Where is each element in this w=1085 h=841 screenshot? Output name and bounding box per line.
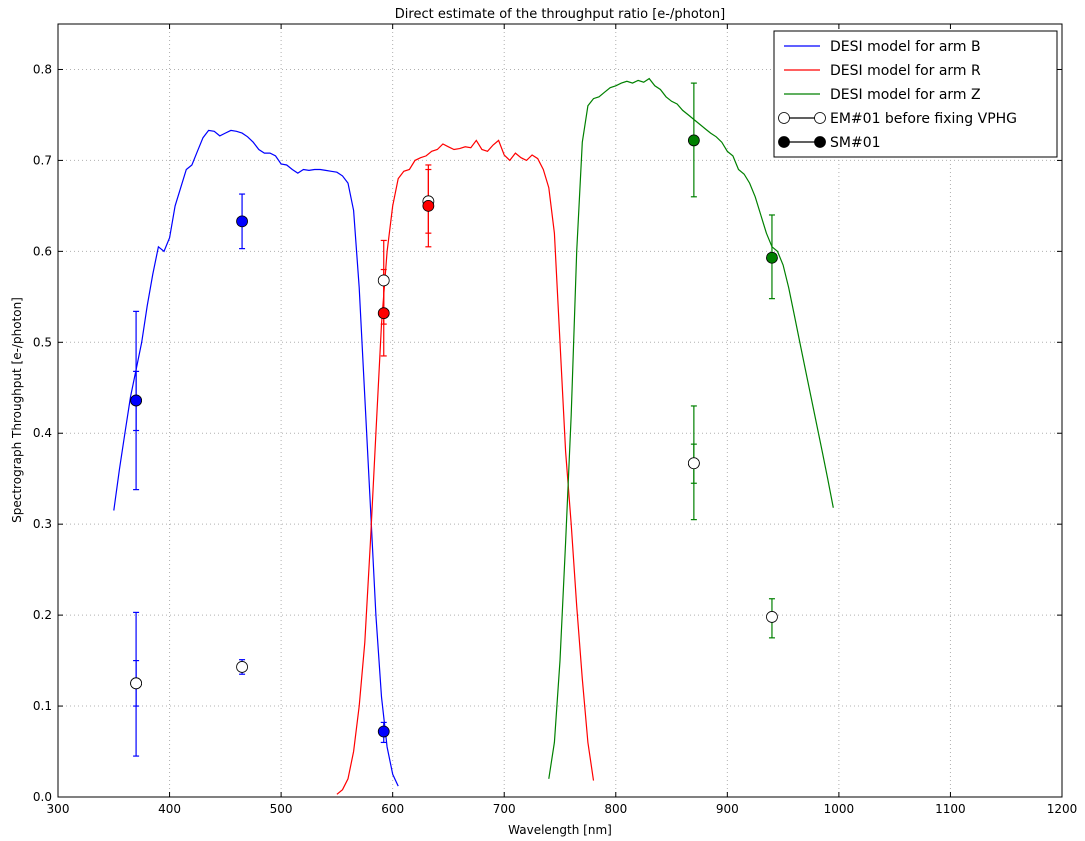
legend-marker-4 bbox=[814, 136, 826, 148]
y-tick-label: 0.1 bbox=[33, 699, 52, 713]
x-tick-label: 600 bbox=[381, 802, 404, 816]
series-line-1 bbox=[336, 139, 595, 795]
plot-frame bbox=[57, 23, 1063, 798]
measurement-points bbox=[130, 82, 778, 757]
y-tick-label: 0.8 bbox=[33, 62, 52, 76]
y-tick-label: 0.5 bbox=[33, 335, 52, 349]
y-tick-label: 0.6 bbox=[33, 244, 52, 258]
em01-point bbox=[130, 677, 142, 690]
sm01-point bbox=[236, 215, 248, 228]
em01-point bbox=[766, 611, 778, 623]
series-line-2 bbox=[548, 77, 834, 779]
x-tick-label: 800 bbox=[604, 802, 627, 816]
x-tick-label: 1100 bbox=[935, 802, 966, 816]
sm01-point bbox=[130, 394, 142, 407]
sm01-point bbox=[766, 251, 778, 264]
em01-point bbox=[687, 457, 700, 470]
em01-point bbox=[236, 661, 248, 673]
sm01-point bbox=[422, 199, 435, 212]
legend-box bbox=[773, 30, 1058, 158]
sm01-point bbox=[377, 725, 390, 738]
y-tick-label: 0.2 bbox=[33, 608, 52, 622]
y-tick-label: 0.3 bbox=[33, 517, 52, 531]
x-axis-label: Wavelength [nm] bbox=[508, 823, 612, 837]
sm01-point bbox=[687, 134, 700, 147]
legend-marker-4 bbox=[778, 136, 790, 148]
x-tick-label: 1000 bbox=[824, 802, 855, 816]
legend-label-1: DESI model for arm R bbox=[830, 63, 981, 79]
x-tick-label: 1200 bbox=[1047, 802, 1078, 816]
legend-label-0: DESI model for arm B bbox=[830, 39, 981, 55]
axis-ticks: 300 400 500 600 700 800 900 1000 1100 1200 0.0 0.1 0… bbox=[33, 24, 1077, 816]
chart-title: Direct estimate of the throughput ratio … bbox=[395, 7, 725, 22]
y-tick-label: 0.4 bbox=[33, 426, 52, 440]
legend-marker-3 bbox=[814, 112, 826, 124]
legend-label-4: SM#01 bbox=[830, 135, 881, 151]
em01-point bbox=[377, 274, 390, 287]
legend-marker-3 bbox=[778, 112, 790, 124]
legend: DESI model for arm B DESI model for arm R… bbox=[773, 30, 1058, 158]
sm01-point bbox=[377, 307, 390, 320]
x-tick-label: 300 bbox=[47, 802, 70, 816]
legend-label-2: DESI model for arm Z bbox=[830, 87, 981, 103]
legend-label-3: EM#01 before fixing VPHG bbox=[830, 111, 1017, 127]
model-curves bbox=[113, 77, 834, 795]
x-tick-label: 500 bbox=[270, 802, 293, 816]
x-tick-label: 400 bbox=[158, 802, 181, 816]
x-tick-label: 700 bbox=[493, 802, 516, 816]
series-line-0 bbox=[113, 129, 399, 787]
y-tick-label: 0.7 bbox=[33, 153, 52, 167]
y-axis-label: Spectrograph Throughput [e-/photon] bbox=[10, 297, 24, 523]
x-tick-label: 900 bbox=[716, 802, 739, 816]
y-tick-label: 0.0 bbox=[33, 790, 52, 804]
